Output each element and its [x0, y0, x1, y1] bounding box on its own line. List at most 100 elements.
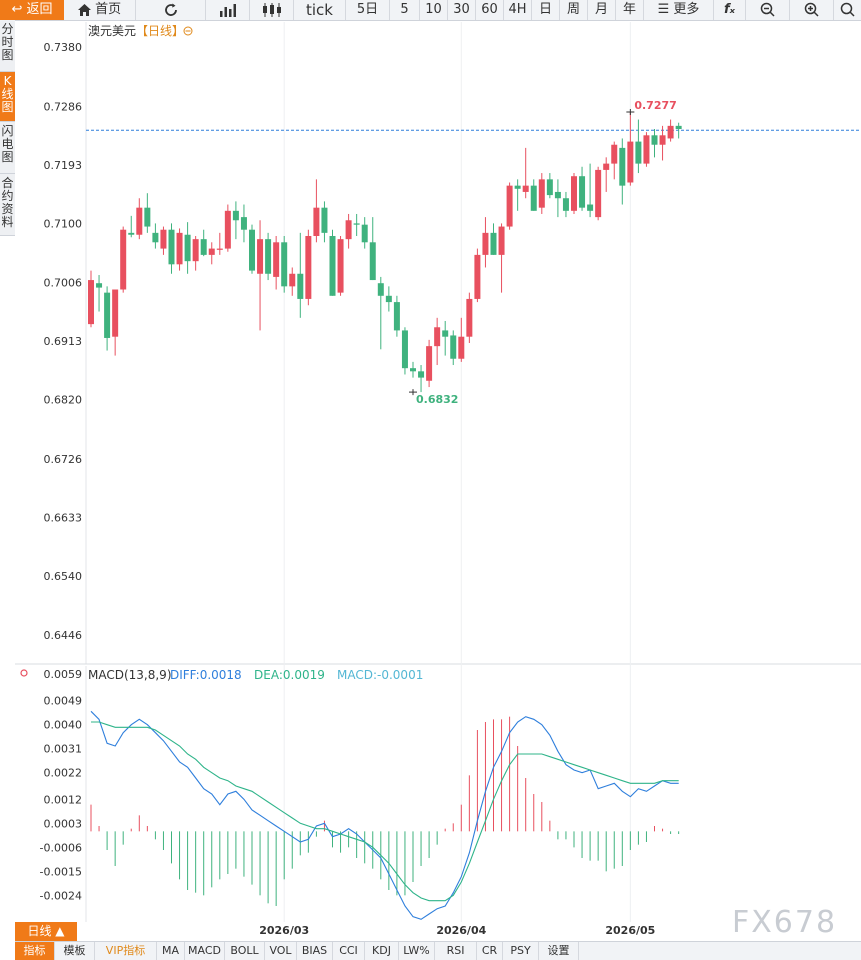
candle-body	[385, 295, 392, 303]
candle-body	[168, 229, 175, 265]
indicator-tab-lw[interactable]: LW%	[399, 942, 435, 960]
x-tick-label: 2026/03	[259, 924, 309, 937]
zoom-reset-button[interactable]	[834, 0, 861, 20]
candle-body	[434, 327, 441, 347]
indicator-tab-vol[interactable]: VOL	[265, 942, 297, 960]
more-label: 更多	[673, 2, 700, 17]
indicator-tab-psy[interactable]: PSY	[503, 942, 539, 960]
candle-body	[321, 207, 328, 233]
macd-y-tick-label: -0.0024	[40, 889, 82, 902]
candle-body	[635, 141, 642, 164]
back-button[interactable]: ↩ 返回	[0, 0, 64, 20]
more-button[interactable]: ☰ 更多	[644, 0, 714, 20]
candle-body	[458, 336, 465, 359]
macd-y-tick-label: 0.0059	[44, 668, 83, 681]
candle-body	[273, 242, 280, 277]
macd-series-diff	[90, 710, 679, 920]
indicator-tab-kdj[interactable]: KDJ	[365, 942, 399, 960]
period-30-button[interactable]: 30	[448, 0, 476, 20]
candle-body	[232, 210, 239, 221]
period-10-button[interactable]: 10	[420, 0, 448, 20]
candle-body	[474, 254, 481, 299]
macd-legend-1: DEA:0.0019	[254, 668, 325, 682]
collapse-icon	[183, 26, 193, 36]
period-month-button[interactable]: 月	[588, 0, 616, 20]
refresh-button[interactable]	[136, 0, 206, 20]
y-tick-label: 0.6540	[44, 570, 83, 583]
tick-button[interactable]: tick	[294, 0, 346, 20]
indicator-tab-ma[interactable]: MA	[157, 942, 185, 960]
candle-body	[329, 236, 336, 296]
candle-body	[393, 302, 400, 331]
macd-series-dea	[91, 721, 679, 902]
low-annotation: 0.6832	[416, 393, 458, 406]
candle-body	[401, 330, 408, 369]
home-button[interactable]: 首页	[64, 0, 136, 20]
function-button[interactable]: fₓ	[714, 0, 746, 20]
y-tick-label: 0.7380	[44, 41, 83, 54]
candle-body	[136, 207, 143, 235]
candle-body	[240, 217, 247, 230]
zoom-reset-icon	[840, 2, 855, 17]
zoom-in-button[interactable]	[790, 0, 834, 20]
candle-body	[603, 163, 610, 170]
chart-type-button[interactable]	[206, 0, 250, 20]
candle-body	[345, 220, 352, 240]
zoom-out-icon	[760, 2, 775, 17]
candle-body	[96, 283, 103, 288]
candle-body	[88, 280, 94, 325]
period-year-button[interactable]: 年	[616, 0, 644, 20]
sidebar-item-contract[interactable]: 合约资料	[0, 174, 15, 236]
candle-body	[418, 371, 425, 378]
candle-body	[361, 224, 368, 243]
candle-body	[120, 229, 127, 290]
function-icon: fₓ	[723, 2, 736, 17]
candle-body	[619, 147, 626, 186]
sidebar-item-flash[interactable]: 闪电图	[0, 122, 15, 174]
candle-body	[595, 169, 602, 218]
period-60-button[interactable]: 60	[476, 0, 504, 20]
indicator-tab-settings[interactable]: 设置	[539, 942, 579, 960]
candle-body	[643, 135, 650, 164]
indicator-tab-vip[interactable]: VIP指标	[95, 942, 157, 960]
candle-body	[667, 125, 674, 139]
indicator-tab-boll[interactable]: BOLL	[225, 942, 265, 960]
candle-type-button[interactable]	[250, 0, 294, 20]
indicator-tab-rsi[interactable]: RSI	[435, 942, 477, 960]
macd-y-tick-label: -0.0006	[40, 841, 82, 854]
y-tick-label: 0.6446	[44, 629, 83, 642]
candle-body	[160, 229, 167, 249]
refresh-icon	[163, 2, 179, 17]
indicator-tab-macd[interactable]: MACD	[185, 942, 225, 960]
zoom-out-button[interactable]	[746, 0, 790, 20]
macd-y-tick-label: -0.0015	[40, 865, 82, 878]
zoom-in-icon	[804, 2, 819, 17]
y-tick-label: 0.7006	[44, 277, 83, 290]
candle-body	[152, 232, 159, 243]
high-annotation: 0.7277	[634, 99, 676, 112]
period-day-button[interactable]: 日	[532, 0, 560, 20]
indicator-tab-templates[interactable]: 模板	[55, 942, 95, 960]
watermark-text: FX678	[732, 905, 838, 940]
indicator-tab-indicators[interactable]: 指标	[15, 942, 55, 960]
candle-body	[369, 242, 376, 281]
candle-body	[546, 179, 553, 196]
indicator-tab-cci[interactable]: CCI	[333, 942, 365, 960]
sidebar-item-timeshare[interactable]: 分时图	[0, 20, 15, 72]
candle-body	[482, 232, 489, 255]
candle-body	[305, 236, 312, 299]
period-5-button[interactable]: 5	[390, 0, 420, 20]
candlestick-icon	[262, 2, 282, 17]
indicator-tab-cr[interactable]: CR	[477, 942, 503, 960]
candle-body	[224, 210, 231, 249]
period-4h-button[interactable]: 4H	[504, 0, 532, 20]
candle-body	[176, 232, 183, 265]
period-5day-button[interactable]: 5日	[346, 0, 390, 20]
candle-body	[144, 207, 151, 227]
period-week-button[interactable]: 周	[560, 0, 588, 20]
indicator-tab-bias[interactable]: BIAS	[297, 942, 333, 960]
indicator-bar: 指标 模板 VIP指标 MA MACD BOLL VOL BIAS CCI KD…	[15, 941, 861, 960]
period-indicator[interactable]: 日线 ▲	[15, 922, 77, 941]
